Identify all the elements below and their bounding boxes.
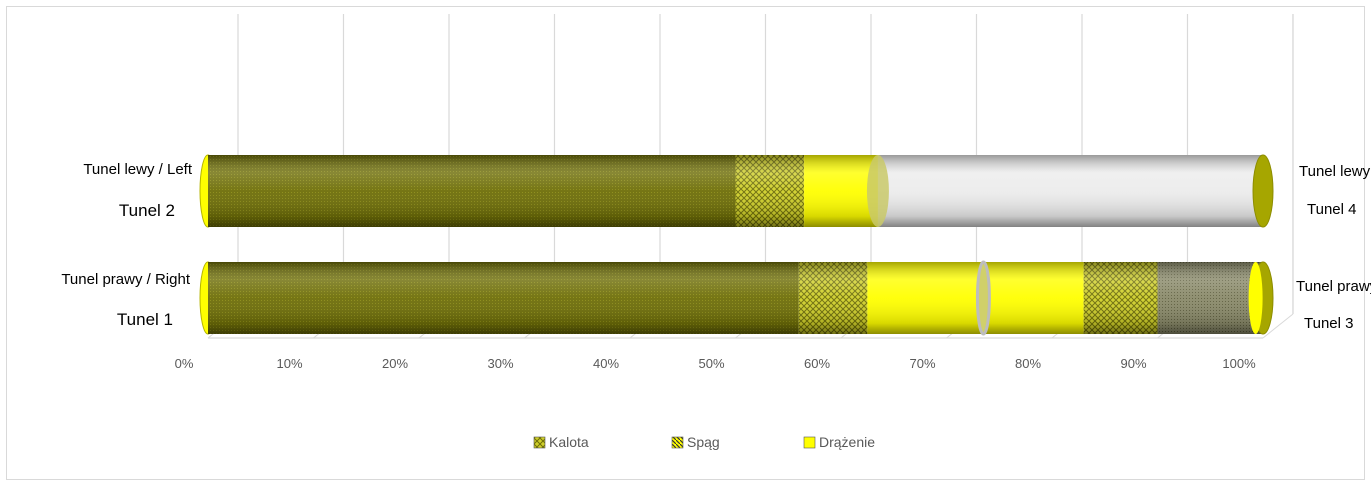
category-sublabel-right: Tunel 4 xyxy=(1307,201,1356,218)
bars xyxy=(199,154,1274,336)
segment-shade xyxy=(983,262,1084,334)
segment-shade xyxy=(798,262,868,334)
category-label-left: Tunel lewy / Left xyxy=(83,161,192,178)
legend: Kalota Spąg Drążenie xyxy=(533,434,875,450)
segment-shade xyxy=(208,155,736,227)
legend-swatch xyxy=(533,436,546,449)
x-tick-label: 100% xyxy=(1222,356,1256,371)
progress-cap-right xyxy=(1248,262,1263,334)
bar-segment xyxy=(208,262,799,334)
progress-cap-left xyxy=(866,155,889,227)
segment-shade xyxy=(804,155,878,227)
bar-right-cap xyxy=(1252,154,1274,228)
segment-shade xyxy=(877,155,1263,227)
segment-shade xyxy=(735,155,805,227)
category-label-right: Tunel prawy xyxy=(1296,278,1371,295)
bar-2 xyxy=(199,261,1274,335)
x-tick-label: 30% xyxy=(487,356,513,371)
x-tick-label: 10% xyxy=(276,356,302,371)
bar-segment xyxy=(798,262,868,334)
x-tick-label: 80% xyxy=(1015,356,1041,371)
segment-joint xyxy=(975,260,991,336)
x-tick-label: 60% xyxy=(804,356,830,371)
floor-line xyxy=(1262,313,1294,339)
x-tick-label: 40% xyxy=(593,356,619,371)
category-label-right: Tunel lewy xyxy=(1299,163,1371,180)
bar-segment xyxy=(804,155,878,227)
legend-label: Drążenie xyxy=(819,434,875,450)
chart-border xyxy=(6,6,1365,480)
bar-segment xyxy=(867,262,984,334)
bar-segment xyxy=(1083,262,1158,334)
bar-segment xyxy=(735,155,805,227)
bar-1 xyxy=(199,154,1274,228)
legend-label: Kalota xyxy=(549,434,589,450)
x-tick-label: 0% xyxy=(175,356,194,371)
x-tick-label: 90% xyxy=(1120,356,1146,371)
legend-swatch xyxy=(803,436,816,449)
category-label-left: Tunel prawy / Right xyxy=(61,271,190,288)
category-sublabel-right: Tunel 3 xyxy=(1304,315,1353,332)
legend-swatch xyxy=(671,436,684,449)
bar-segment xyxy=(208,155,736,227)
x-tick-label: 20% xyxy=(382,356,408,371)
bar-segment xyxy=(1157,262,1263,334)
segment-shade xyxy=(1083,262,1158,334)
category-sublabel-left: Tunel 2 xyxy=(119,201,175,220)
x-tick-label: 70% xyxy=(909,356,935,371)
legend-label: Spąg xyxy=(687,434,720,450)
category-sublabel-left: Tunel 1 xyxy=(117,310,173,329)
x-tick-label: 50% xyxy=(698,356,724,371)
x-axis-ticks: 0% 10% 20% 30% 40% 50% 60% 70% 80% 90% 100% xyxy=(175,356,1256,371)
category-labels: Tunel lewy / Left Tunel 2 Tunel lewy Tunel … xyxy=(61,161,1371,332)
bar-segment xyxy=(983,262,1084,334)
bar-segment xyxy=(877,155,1263,227)
segment-shade xyxy=(208,262,799,334)
segment-shade xyxy=(867,262,984,334)
segment-shade xyxy=(1157,262,1263,334)
